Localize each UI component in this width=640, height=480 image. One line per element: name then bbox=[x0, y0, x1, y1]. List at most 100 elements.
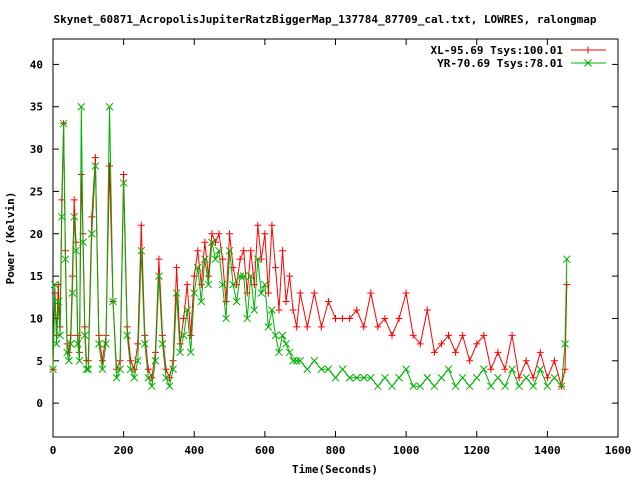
x-axis-label: Time(Seconds) bbox=[292, 463, 378, 476]
y-tick-label: 25 bbox=[30, 185, 43, 198]
data-point bbox=[264, 323, 273, 331]
data-point bbox=[324, 298, 332, 306]
data-point bbox=[353, 306, 361, 314]
data-point bbox=[494, 348, 502, 356]
data-point bbox=[162, 373, 170, 382]
data-point bbox=[126, 365, 135, 374]
data-point bbox=[208, 230, 216, 238]
data-point bbox=[445, 331, 452, 339]
data-point bbox=[204, 280, 213, 289]
data-point bbox=[409, 382, 418, 391]
y-axis-label: Power (Kelvin) bbox=[4, 192, 17, 285]
data-point bbox=[444, 365, 453, 374]
data-point bbox=[388, 331, 396, 339]
data-point bbox=[261, 280, 269, 289]
data-point bbox=[240, 247, 248, 255]
data-point bbox=[63, 348, 71, 357]
data-point bbox=[292, 356, 301, 365]
data-point bbox=[105, 102, 114, 111]
data-point bbox=[222, 298, 230, 306]
data-point bbox=[366, 373, 375, 382]
data-point bbox=[303, 323, 311, 331]
data-point bbox=[282, 298, 290, 306]
data-point bbox=[282, 339, 290, 348]
data-point bbox=[487, 382, 495, 391]
data-point bbox=[250, 306, 259, 314]
x-tick-label: 0 bbox=[50, 444, 57, 457]
data-point bbox=[193, 263, 202, 272]
y-tick-label: 0 bbox=[36, 397, 43, 410]
y-tick-label: 40 bbox=[30, 58, 43, 71]
data-point bbox=[257, 255, 265, 263]
data-point bbox=[243, 314, 252, 323]
data-point bbox=[65, 356, 73, 365]
data-point bbox=[293, 323, 301, 331]
data-point bbox=[80, 331, 89, 340]
data-point bbox=[155, 255, 163, 263]
data-point bbox=[381, 314, 389, 322]
data-point bbox=[151, 356, 160, 365]
data-point bbox=[543, 374, 551, 382]
data-point bbox=[87, 229, 96, 238]
data-point bbox=[465, 382, 474, 391]
legend-marker bbox=[584, 59, 592, 67]
data-point bbox=[289, 306, 297, 314]
data-point bbox=[388, 382, 396, 391]
data-point bbox=[395, 373, 403, 382]
data-point bbox=[402, 289, 410, 297]
data-point bbox=[218, 280, 227, 289]
data-point bbox=[247, 247, 255, 255]
data-point bbox=[211, 238, 219, 246]
data-point bbox=[137, 246, 146, 255]
data-point bbox=[317, 323, 325, 331]
data-point bbox=[59, 119, 68, 128]
data-point bbox=[289, 356, 297, 365]
data-point bbox=[52, 339, 61, 348]
data-point bbox=[226, 230, 234, 238]
data-point bbox=[296, 289, 304, 297]
series-line bbox=[52, 106, 568, 389]
y-tick-label: 10 bbox=[30, 312, 43, 325]
data-point bbox=[236, 272, 245, 280]
data-point bbox=[91, 162, 100, 170]
axis-ticks: 0 200 400 600 800 1000 1200 1400 1600 0 5 10 15 20 25 3… bbox=[30, 39, 631, 457]
data-point bbox=[472, 373, 481, 382]
data-point bbox=[271, 331, 280, 340]
data-point bbox=[268, 221, 276, 229]
data-point bbox=[522, 373, 531, 382]
data-point bbox=[98, 357, 106, 365]
data-point bbox=[215, 230, 223, 238]
legend-label: YR-70.69 Tsys:78.01 bbox=[437, 57, 563, 70]
data-point bbox=[501, 382, 509, 391]
data-point bbox=[494, 373, 502, 382]
data-point bbox=[201, 238, 209, 246]
data-point bbox=[57, 212, 66, 221]
data-point bbox=[229, 280, 237, 289]
data-point bbox=[197, 297, 206, 306]
data-point bbox=[186, 348, 195, 357]
data-point bbox=[116, 365, 124, 374]
data-point bbox=[82, 365, 91, 374]
data-point bbox=[119, 179, 128, 187]
x-tick-label: 600 bbox=[255, 444, 275, 457]
x-tick-label: 400 bbox=[184, 444, 204, 457]
data-point bbox=[95, 339, 103, 348]
data-point bbox=[200, 255, 209, 264]
data-point bbox=[190, 289, 199, 297]
series-layer bbox=[49, 102, 571, 391]
data-point bbox=[54, 297, 63, 306]
data-point bbox=[88, 213, 96, 221]
data-point bbox=[98, 365, 107, 374]
data-point bbox=[543, 382, 552, 391]
x-tick-label: 200 bbox=[114, 444, 134, 457]
data-point bbox=[66, 339, 75, 348]
data-point bbox=[130, 365, 138, 373]
data-point bbox=[253, 255, 262, 264]
data-point bbox=[508, 365, 516, 374]
data-point bbox=[286, 272, 294, 280]
data-point bbox=[215, 246, 223, 255]
series-line bbox=[52, 123, 568, 387]
data-point bbox=[515, 374, 523, 382]
data-point bbox=[49, 365, 57, 374]
